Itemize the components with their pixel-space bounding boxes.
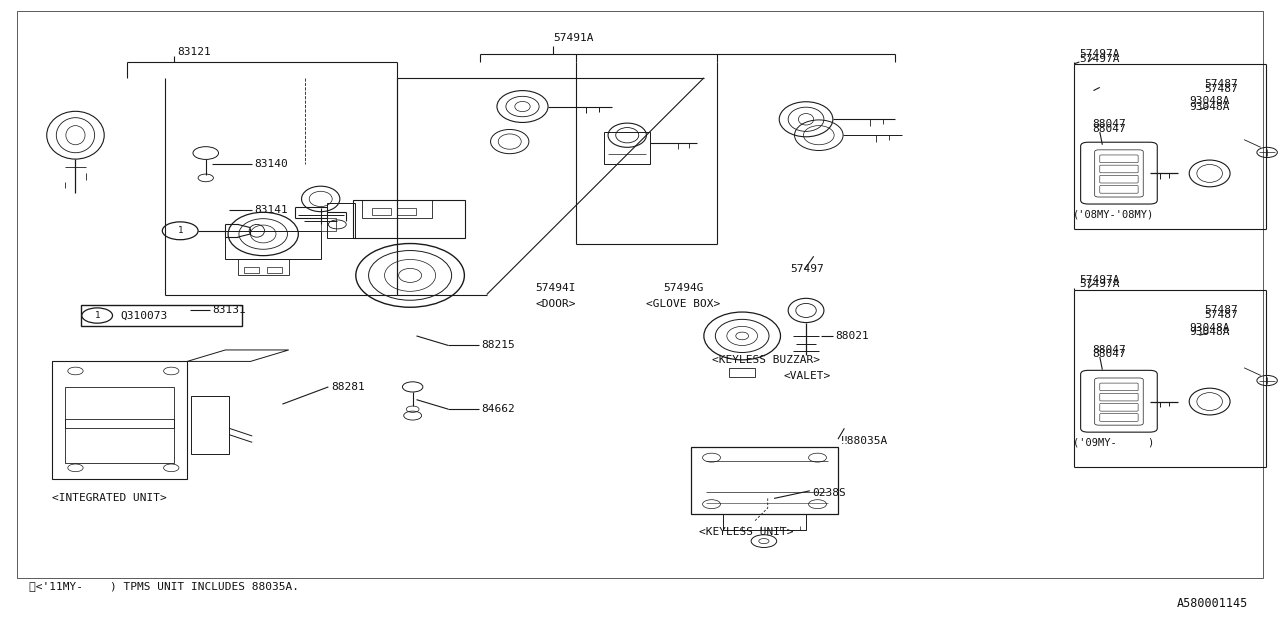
Bar: [81, 305, 242, 326]
Bar: [723, 515, 806, 531]
Text: 57494G: 57494G: [663, 283, 704, 293]
Text: <KEYLESS BUZZAR>: <KEYLESS BUZZAR>: [712, 355, 819, 365]
Text: <KEYLESS UNIT>: <KEYLESS UNIT>: [699, 527, 794, 537]
Text: 88215: 88215: [481, 340, 516, 351]
Text: ('09MY-     ): ('09MY- ): [1073, 437, 1155, 447]
Text: 1: 1: [178, 227, 183, 236]
Text: 57487: 57487: [1204, 84, 1238, 94]
Circle shape: [402, 382, 422, 392]
Circle shape: [198, 174, 214, 182]
Text: 57487: 57487: [1204, 305, 1238, 316]
Text: 93048A: 93048A: [1189, 97, 1230, 106]
Text: 83140: 83140: [255, 159, 288, 169]
Text: 0238S: 0238S: [813, 488, 846, 499]
Bar: [244, 267, 260, 273]
Circle shape: [82, 308, 113, 323]
Text: 93048A: 93048A: [1189, 102, 1230, 111]
Text: 88047: 88047: [1092, 349, 1126, 360]
Text: 93048A: 93048A: [1189, 327, 1230, 337]
Bar: [321, 218, 337, 231]
Text: ('08MY-'08MY): ('08MY-'08MY): [1073, 209, 1155, 220]
Text: 84662: 84662: [481, 404, 516, 414]
Bar: [691, 447, 838, 515]
Text: 1: 1: [95, 311, 100, 320]
Bar: [371, 209, 390, 215]
Text: 57497A: 57497A: [1079, 49, 1120, 59]
Bar: [352, 200, 465, 239]
Bar: [65, 419, 174, 463]
Text: <GLOVE BOX>: <GLOVE BOX>: [646, 299, 721, 309]
Bar: [397, 209, 416, 215]
Text: 83141: 83141: [255, 205, 288, 216]
Text: 57497A: 57497A: [1079, 275, 1120, 285]
Text: <INTEGRATED UNIT>: <INTEGRATED UNIT>: [52, 493, 168, 504]
Text: <DOOR>: <DOOR>: [535, 299, 576, 309]
Bar: [604, 132, 650, 164]
Text: 93048A: 93048A: [1189, 323, 1230, 333]
Bar: [65, 387, 174, 428]
Text: 88047: 88047: [1092, 119, 1126, 129]
Bar: [17, 11, 1263, 578]
Text: 83121: 83121: [178, 47, 211, 58]
Text: 57487: 57487: [1204, 79, 1238, 89]
Bar: [225, 231, 321, 259]
Text: 57497: 57497: [791, 264, 824, 274]
Text: ※<'11MY-    ) TPMS UNIT INCLUDES 88035A.: ※<'11MY- ) TPMS UNIT INCLUDES 88035A.: [29, 581, 300, 591]
Bar: [361, 200, 431, 218]
Text: 57487: 57487: [1204, 310, 1238, 320]
Text: 57497A: 57497A: [1079, 279, 1120, 289]
Text: Q310073: Q310073: [120, 310, 168, 321]
Text: <VALET>: <VALET>: [783, 371, 831, 381]
Text: ‼88035A: ‼88035A: [841, 436, 888, 446]
Circle shape: [163, 222, 198, 240]
Bar: [52, 362, 187, 479]
Text: 57491A: 57491A: [553, 33, 594, 44]
Text: 57497A: 57497A: [1079, 54, 1120, 64]
Text: 88021: 88021: [836, 331, 869, 341]
Text: 83131: 83131: [212, 305, 246, 316]
Text: 88281: 88281: [332, 382, 365, 392]
Bar: [730, 368, 755, 378]
Bar: [268, 267, 283, 273]
Text: A580001145: A580001145: [1176, 597, 1248, 610]
Bar: [238, 259, 289, 275]
Bar: [191, 396, 229, 454]
Text: 88047: 88047: [1092, 345, 1126, 355]
Text: 88047: 88047: [1092, 124, 1126, 134]
Bar: [328, 204, 355, 239]
Text: 57494I: 57494I: [535, 283, 576, 293]
